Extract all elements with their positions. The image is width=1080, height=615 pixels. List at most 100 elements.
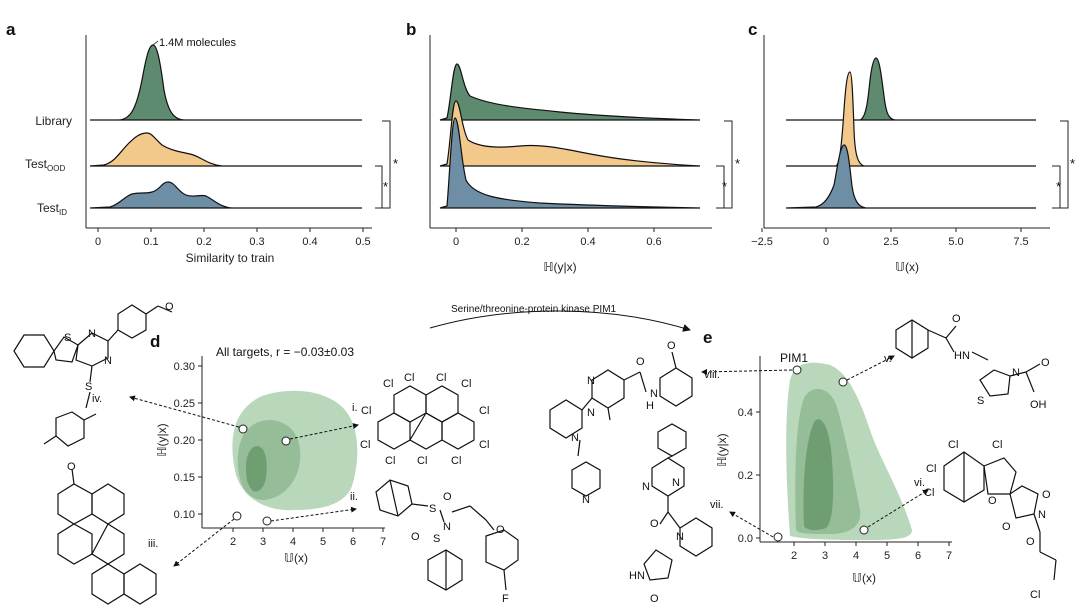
e-xtick: 6 (915, 550, 921, 562)
atom-hn: HN (954, 350, 970, 362)
atom-o: O (988, 495, 997, 507)
atom-cl: Cl (479, 405, 489, 417)
e-ytick: 0.4 (738, 407, 753, 419)
ridge-c-library (786, 57, 1036, 121)
atom-cl: Cl (451, 455, 461, 467)
b-xtick: 0.4 (580, 236, 595, 248)
atom-s: S (433, 533, 440, 545)
atom-cl: Cl (924, 487, 934, 499)
panel-d-label: d (150, 332, 160, 351)
e-xtick: 4 (853, 550, 859, 562)
roman-iv: iv. (92, 393, 102, 405)
d-ytick: 0.30 (174, 361, 195, 373)
atom-cl: Cl (926, 463, 936, 475)
panel-e-label: e (703, 328, 712, 347)
c-xlabel: 𝕌(x) (895, 260, 919, 274)
ylabel-test-ood: TestOOD (25, 157, 65, 173)
roman-i: i. (352, 402, 358, 414)
d-xtick: 6 (350, 536, 356, 548)
atom-cl: Cl (385, 455, 395, 467)
molecule-iii (57, 468, 157, 605)
atom-o: O (952, 313, 961, 325)
atom-oh: OH (1030, 399, 1047, 411)
atom-n: N (587, 407, 595, 419)
ridge-test-ood (89, 132, 362, 167)
significance-star: * (383, 179, 388, 194)
atom-o: O (1042, 489, 1051, 501)
e-xtick: 2 (791, 550, 797, 562)
b-xlabel: ℍ(y|x) (543, 260, 576, 274)
ridge-b-ood (439, 100, 701, 167)
e-xtick: 5 (884, 550, 890, 562)
d-ytick: 0.15 (174, 472, 195, 484)
atom-cl: Cl (461, 378, 471, 390)
roman-ii: ii. (350, 491, 358, 503)
atom-n: N (676, 531, 684, 543)
roman-iii: iii. (148, 538, 158, 550)
atom-n: N (571, 432, 579, 444)
ridge-b-id (439, 117, 701, 209)
d-xtick: 5 (320, 536, 326, 548)
atom-cl: Cl (360, 439, 370, 451)
d-xtick: 2 (230, 536, 236, 548)
atom-cl: Cl (479, 439, 489, 451)
a-xlabel: Similarity to train (186, 251, 275, 265)
roman-vii: vii. (710, 499, 723, 511)
panel-d-density-plot: All targets, r = −0.03±0.03 0.30 0.25 0.… (129, 345, 386, 567)
atom-o: O (1041, 357, 1050, 369)
significance-star: * (1056, 179, 1061, 194)
significance-star: * (735, 156, 740, 171)
ridge-library (90, 44, 362, 121)
atom-s: S (977, 395, 984, 407)
e-ytick: 0.0 (738, 533, 753, 545)
panel-a-ridge-plot: 1.4M molecules Library TestOOD TestID 0 … (25, 35, 398, 265)
ridge-b-library (439, 63, 701, 121)
curved-arrow (429, 310, 691, 332)
density-e-core (803, 419, 834, 531)
roman-v: v. (884, 353, 892, 365)
atom-o: O (411, 531, 420, 543)
e-xtick: 7 (946, 550, 952, 562)
atom-o: O (443, 491, 452, 503)
atom-nh: N (650, 388, 658, 400)
atom-n: N (642, 481, 650, 493)
a-xtick: 0.3 (249, 236, 264, 248)
b-xtick: 0 (453, 236, 459, 248)
atom-cl: Cl (948, 439, 958, 451)
b-xtick: 0.6 (646, 236, 661, 248)
molecule-v (895, 319, 1041, 397)
d-ytick: 0.25 (174, 398, 195, 410)
atom-hn: HN (629, 570, 645, 582)
d-xlabel: 𝕌(x) (284, 551, 308, 565)
atom-cl: Cl (417, 455, 427, 467)
e-ylabel: ℍ(y|x) (715, 433, 729, 466)
atom-n: N (104, 355, 112, 367)
atom-cl: Cl (361, 405, 371, 417)
atom-cl: Cl (992, 439, 1002, 451)
ylabel-library: Library (35, 114, 72, 128)
a-xtick: 0.4 (302, 236, 317, 248)
c-xtick: −2.5 (751, 236, 773, 248)
atom-s: S (429, 503, 436, 515)
molecule-vii (643, 423, 713, 581)
significance-star: * (1070, 156, 1075, 171)
molecule-viii (549, 351, 693, 497)
d-title: All targets, r = −0.03±0.03 (216, 345, 354, 359)
atom-o: O (650, 518, 659, 530)
panel-b-ridge-plot: 0 0.2 0.4 0.6 ℍ(y|x) * * (429, 35, 740, 274)
e-xtick: 3 (822, 550, 828, 562)
a-xtick: 0 (95, 236, 101, 248)
roman-vi: vi. (914, 477, 925, 489)
atom-o: O (496, 524, 505, 536)
atom-h: H (646, 400, 654, 412)
arrow-label: Serine/threonine-protein kinase PIM1 (451, 304, 617, 315)
atom-f: F (502, 593, 509, 605)
atom-n: N (582, 494, 590, 506)
panel-c-ridge-plot: −2.5 0 2.5 5.0 7.5 𝕌(x) * * (751, 35, 1075, 274)
d-ytick: 0.10 (174, 509, 195, 521)
molecule-iv (13, 304, 173, 447)
atom-n: N (1038, 509, 1046, 521)
atom-n: N (443, 521, 451, 533)
